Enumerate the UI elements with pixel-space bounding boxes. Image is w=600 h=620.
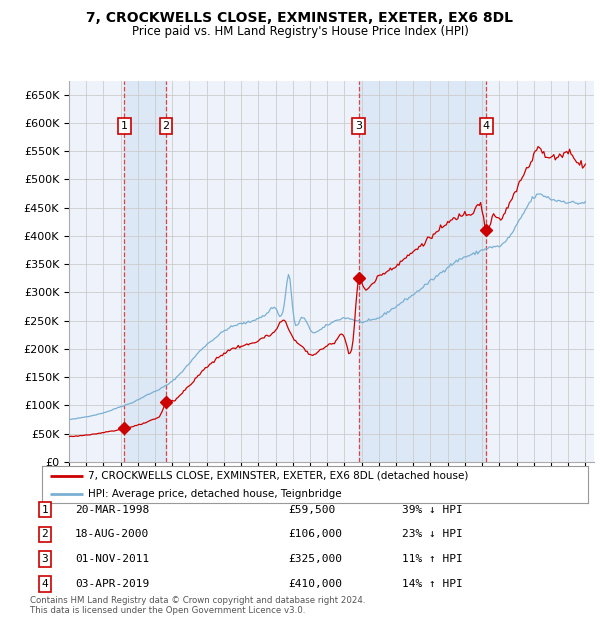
Text: 18-AUG-2000: 18-AUG-2000 xyxy=(75,529,149,539)
Text: 14% ↑ HPI: 14% ↑ HPI xyxy=(402,579,463,589)
Text: £410,000: £410,000 xyxy=(288,579,342,589)
Text: 39% ↓ HPI: 39% ↓ HPI xyxy=(402,505,463,515)
Text: 2: 2 xyxy=(163,121,169,131)
Text: 3: 3 xyxy=(41,554,49,564)
Text: Price paid vs. HM Land Registry's House Price Index (HPI): Price paid vs. HM Land Registry's House … xyxy=(131,25,469,38)
Text: Contains HM Land Registry data © Crown copyright and database right 2024.
This d: Contains HM Land Registry data © Crown c… xyxy=(30,596,365,615)
Text: £106,000: £106,000 xyxy=(288,529,342,539)
Text: 20-MAR-1998: 20-MAR-1998 xyxy=(75,505,149,515)
Text: HPI: Average price, detached house, Teignbridge: HPI: Average price, detached house, Teig… xyxy=(88,489,342,499)
Text: 2: 2 xyxy=(41,529,49,539)
Text: 7, CROCKWELLS CLOSE, EXMINSTER, EXETER, EX6 8DL (detached house): 7, CROCKWELLS CLOSE, EXMINSTER, EXETER, … xyxy=(88,471,469,480)
Text: £325,000: £325,000 xyxy=(288,554,342,564)
Text: £59,500: £59,500 xyxy=(288,505,335,515)
Text: 7, CROCKWELLS CLOSE, EXMINSTER, EXETER, EX6 8DL: 7, CROCKWELLS CLOSE, EXMINSTER, EXETER, … xyxy=(86,11,514,25)
Text: 1: 1 xyxy=(41,505,49,515)
Text: 1: 1 xyxy=(121,121,128,131)
Text: 23% ↓ HPI: 23% ↓ HPI xyxy=(402,529,463,539)
Text: 4: 4 xyxy=(483,121,490,131)
Text: 03-APR-2019: 03-APR-2019 xyxy=(75,579,149,589)
Bar xyxy=(124,81,166,462)
Text: 01-NOV-2011: 01-NOV-2011 xyxy=(75,554,149,564)
Bar xyxy=(359,81,487,462)
Text: 11% ↑ HPI: 11% ↑ HPI xyxy=(402,554,463,564)
Text: 3: 3 xyxy=(355,121,362,131)
Text: 4: 4 xyxy=(41,579,49,589)
